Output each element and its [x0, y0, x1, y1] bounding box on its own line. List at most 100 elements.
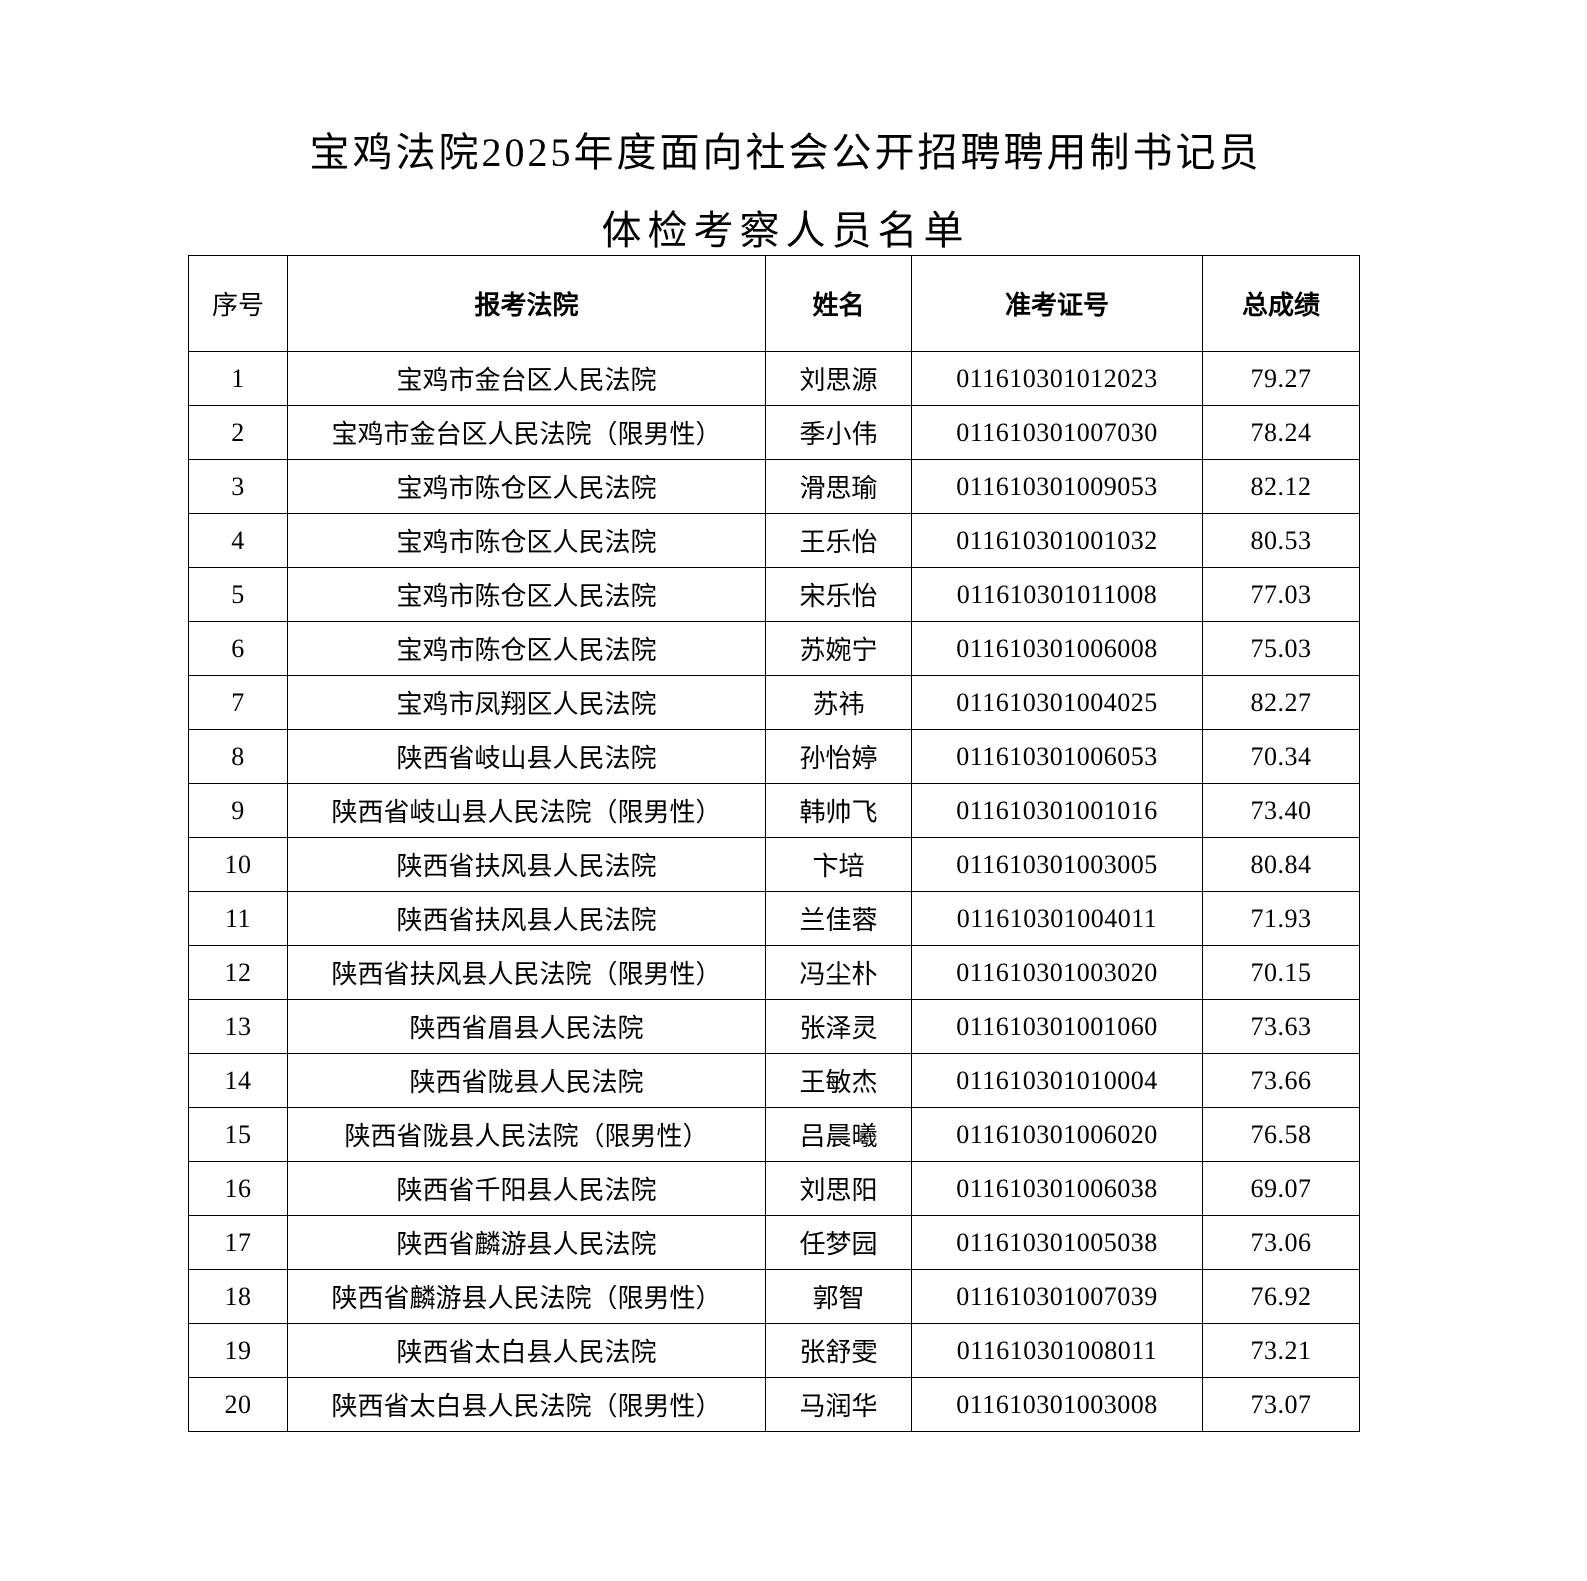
cell-score: 75.03 [1202, 621, 1360, 676]
cell-court: 宝鸡市凤翔区人民法院 [287, 675, 766, 730]
cell-exam-id: 011610301007039 [911, 1269, 1203, 1324]
cell-exam-id: 011610301005038 [911, 1215, 1203, 1270]
cell-index: 16 [188, 1161, 288, 1216]
cell-index: 8 [188, 729, 288, 784]
cell-court: 陕西省扶风县人民法院（限男性） [287, 945, 766, 1000]
cell-name: 冯尘朴 [765, 945, 912, 1000]
cell-court: 陕西省陇县人民法院 [287, 1053, 766, 1108]
cell-index: 12 [188, 945, 288, 1000]
cell-index: 11 [188, 891, 288, 946]
cell-name: 王敏杰 [765, 1053, 912, 1108]
header-court: 报考法院 [287, 255, 766, 352]
cell-score: 73.21 [1202, 1323, 1360, 1378]
cell-court: 陕西省岐山县人民法院 [287, 729, 766, 784]
cell-court: 宝鸡市金台区人民法院（限男性） [287, 405, 766, 460]
cell-name: 苏婉宁 [765, 621, 912, 676]
table-row: 3 宝鸡市陈仓区人民法院 滑思瑜 011610301009053 82.12 [188, 459, 1360, 514]
cell-index: 3 [188, 459, 288, 514]
cell-score: 73.66 [1202, 1053, 1360, 1108]
header-score: 总成绩 [1202, 255, 1360, 352]
cell-score: 79.27 [1202, 351, 1360, 406]
cell-name: 马润华 [765, 1377, 912, 1432]
cell-index: 5 [188, 567, 288, 622]
cell-name: 郭智 [765, 1269, 912, 1324]
cell-court: 宝鸡市陈仓区人民法院 [287, 513, 766, 568]
table-row: 20 陕西省太白县人民法院（限男性） 马润华 011610301003008 73.07 [188, 1377, 1360, 1432]
header-index: 序号 [188, 255, 288, 352]
cell-exam-id: 011610301001060 [911, 999, 1203, 1054]
cell-name: 吕晨曦 [765, 1107, 912, 1162]
table-row: 5 宝鸡市陈仓区人民法院 宋乐怡 011610301011008 77.03 [188, 567, 1360, 622]
cell-exam-id: 011610301001032 [911, 513, 1203, 568]
cell-index: 6 [188, 621, 288, 676]
cell-index: 1 [188, 351, 288, 406]
cell-exam-id: 011610301006008 [911, 621, 1203, 676]
candidate-table: 序号 报考法院 姓名 准考证号 总成绩 1 宝鸡市金台区人民法院 刘思源 011610… [188, 255, 1360, 1432]
table-row: 11 陕西省扶风县人民法院 兰佳蓉 011610301004011 71.93 [188, 891, 1360, 946]
table-row: 2 宝鸡市金台区人民法院（限男性） 季小伟 011610301007030 78.24 [188, 405, 1360, 460]
table-row: 16 陕西省千阳县人民法院 刘思阳 011610301006038 69.07 [188, 1161, 1360, 1216]
cell-court: 陕西省眉县人民法院 [287, 999, 766, 1054]
cell-exam-id: 011610301012023 [911, 351, 1203, 406]
cell-score: 73.06 [1202, 1215, 1360, 1270]
cell-court: 陕西省扶风县人民法院 [287, 891, 766, 946]
table-row: 4 宝鸡市陈仓区人民法院 王乐怡 011610301001032 80.53 [188, 513, 1360, 568]
cell-name: 王乐怡 [765, 513, 912, 568]
cell-exam-id: 011610301011008 [911, 567, 1203, 622]
cell-court: 陕西省千阳县人民法院 [287, 1161, 766, 1216]
table-row: 14 陕西省陇县人民法院 王敏杰 011610301010004 73.66 [188, 1053, 1360, 1108]
cell-score: 76.92 [1202, 1269, 1360, 1324]
cell-index: 14 [188, 1053, 288, 1108]
cell-exam-id: 011610301007030 [911, 405, 1203, 460]
header-name: 姓名 [765, 255, 912, 352]
table-row: 10 陕西省扶风县人民法院 卞培 011610301003005 80.84 [188, 837, 1360, 892]
cell-score: 80.84 [1202, 837, 1360, 892]
table-row: 8 陕西省岐山县人民法院 孙怡婷 011610301006053 70.34 [188, 729, 1360, 784]
cell-court: 宝鸡市陈仓区人民法院 [287, 621, 766, 676]
cell-exam-id: 011610301009053 [911, 459, 1203, 514]
cell-exam-id: 011610301003008 [911, 1377, 1203, 1432]
cell-name: 张舒雯 [765, 1323, 912, 1378]
cell-court: 陕西省麟游县人民法院 [287, 1215, 766, 1270]
table-row: 12 陕西省扶风县人民法院（限男性） 冯尘朴 011610301003020 70.15 [188, 945, 1360, 1000]
cell-court: 宝鸡市陈仓区人民法院 [287, 567, 766, 622]
cell-court: 陕西省扶风县人民法院 [287, 837, 766, 892]
cell-exam-id: 011610301001016 [911, 783, 1203, 838]
cell-court: 陕西省岐山县人民法院（限男性） [287, 783, 766, 838]
table-row: 1 宝鸡市金台区人民法院 刘思源 011610301012023 79.27 [188, 351, 1360, 406]
cell-name: 季小伟 [765, 405, 912, 460]
cell-name: 孙怡婷 [765, 729, 912, 784]
cell-name: 卞培 [765, 837, 912, 892]
table-row: 13 陕西省眉县人民法院 张泽灵 011610301001060 73.63 [188, 999, 1360, 1054]
cell-index: 7 [188, 675, 288, 730]
cell-exam-id: 011610301008011 [911, 1323, 1203, 1378]
cell-index: 18 [188, 1269, 288, 1324]
cell-exam-id: 011610301004025 [911, 675, 1203, 730]
cell-exam-id: 011610301006053 [911, 729, 1203, 784]
cell-index: 15 [188, 1107, 288, 1162]
cell-name: 张泽灵 [765, 999, 912, 1054]
cell-score: 73.07 [1202, 1377, 1360, 1432]
cell-index: 13 [188, 999, 288, 1054]
cell-name: 兰佳蓉 [765, 891, 912, 946]
cell-name: 宋乐怡 [765, 567, 912, 622]
cell-score: 73.63 [1202, 999, 1360, 1054]
cell-score: 70.15 [1202, 945, 1360, 1000]
cell-index: 20 [188, 1377, 288, 1432]
cell-index: 19 [188, 1323, 288, 1378]
cell-name: 滑思瑜 [765, 459, 912, 514]
table-row: 6 宝鸡市陈仓区人民法院 苏婉宁 011610301006008 75.03 [188, 621, 1360, 676]
cell-score: 80.53 [1202, 513, 1360, 568]
cell-name: 任梦园 [765, 1215, 912, 1270]
cell-exam-id: 011610301006020 [911, 1107, 1203, 1162]
table-row: 9 陕西省岐山县人民法院（限男性） 韩帅飞 011610301001016 73.40 [188, 783, 1360, 838]
cell-exam-id: 011610301006038 [911, 1161, 1203, 1216]
cell-index: 2 [188, 405, 288, 460]
cell-court: 陕西省陇县人民法院（限男性） [287, 1107, 766, 1162]
cell-score: 73.40 [1202, 783, 1360, 838]
document-subtitle: 体检考察人员名单 [601, 208, 970, 253]
cell-exam-id: 011610301003005 [911, 837, 1203, 892]
cell-name: 韩帅飞 [765, 783, 912, 838]
cell-exam-id: 011610301004011 [911, 891, 1203, 946]
table-row: 18 陕西省麟游县人民法院（限男性） 郭智 011610301007039 76.92 [188, 1269, 1360, 1324]
